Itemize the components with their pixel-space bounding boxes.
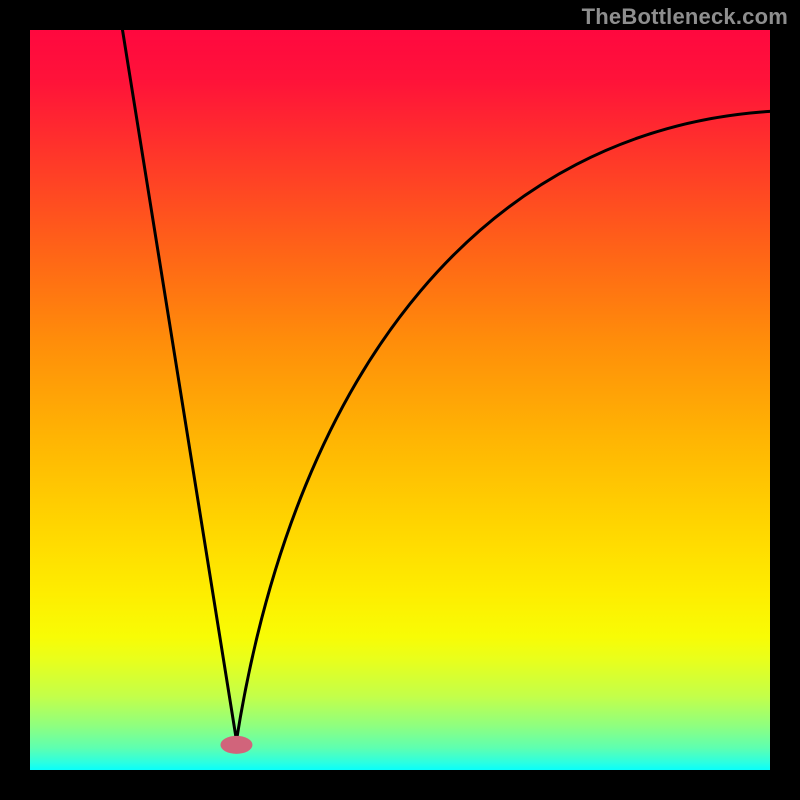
optimal-point-marker xyxy=(220,736,252,754)
chart-frame: { "attribution": "TheBottleneck.com", "a… xyxy=(0,0,800,800)
bottleneck-chart xyxy=(0,0,800,800)
attribution-label: TheBottleneck.com xyxy=(582,4,788,30)
